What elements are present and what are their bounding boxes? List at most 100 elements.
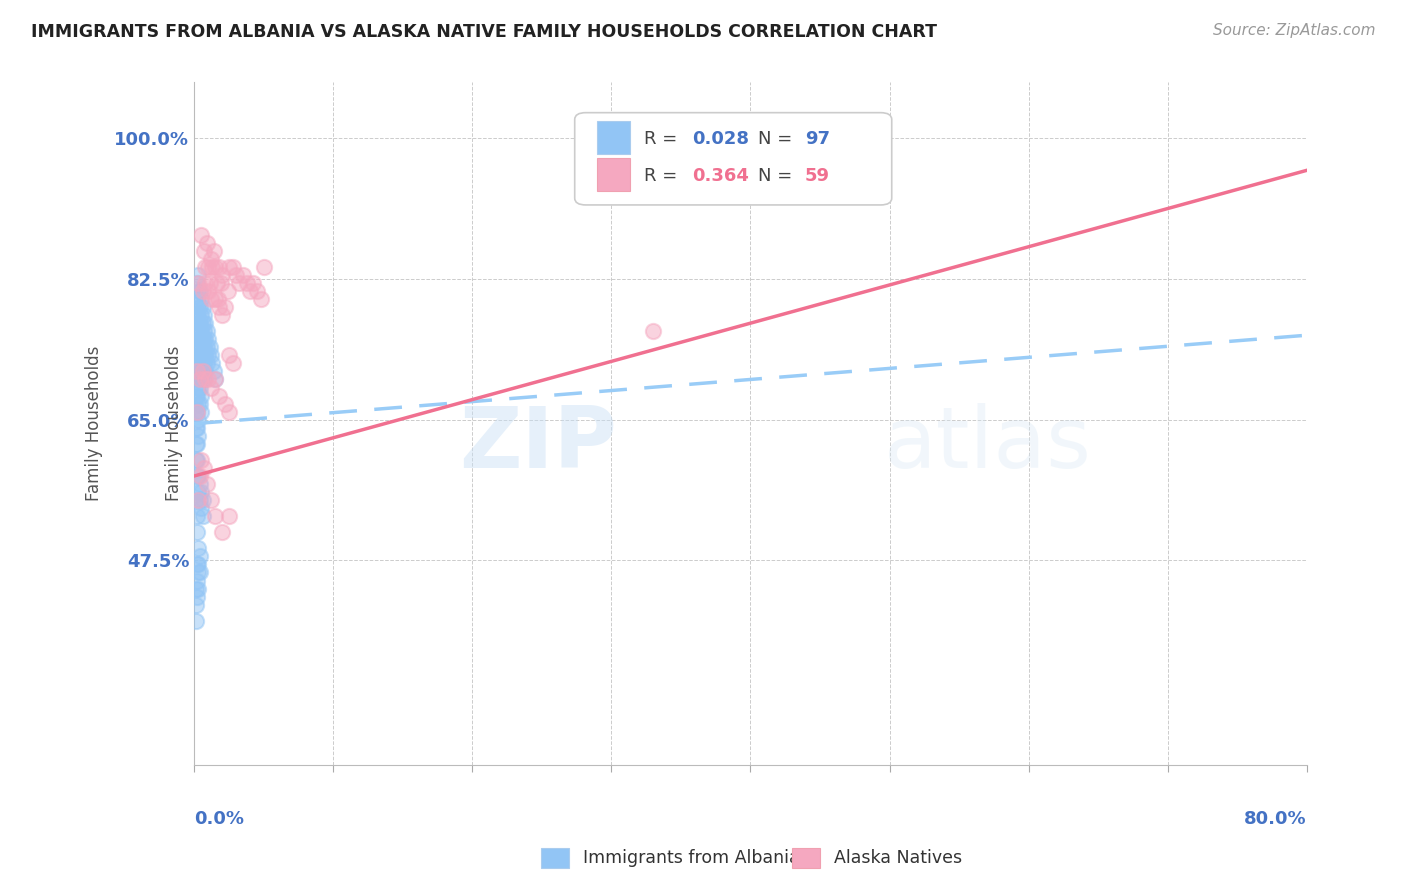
Point [184, 340, 207, 354]
Point [188, 332, 211, 346]
Point [193, 372, 215, 386]
Point [186, 356, 208, 370]
Text: 97: 97 [806, 129, 830, 148]
Point [188, 372, 211, 386]
Point [187, 582, 209, 596]
Point [190, 340, 212, 354]
Point [191, 364, 214, 378]
Point [184, 614, 207, 628]
Text: Immigrants from Albania: Immigrants from Albania [583, 849, 800, 867]
Point [190, 388, 212, 402]
Point [187, 493, 209, 508]
Point [190, 324, 212, 338]
Point [204, 372, 226, 386]
Point [184, 308, 207, 322]
Point [186, 558, 208, 572]
Point [186, 388, 208, 402]
Point [250, 292, 273, 306]
Text: 0.028: 0.028 [693, 129, 749, 148]
Point [200, 380, 222, 394]
Point [218, 509, 240, 524]
Point [186, 421, 208, 435]
Point [195, 235, 218, 250]
Point [225, 268, 247, 282]
Point [184, 404, 207, 418]
Point [190, 453, 212, 467]
Point [184, 324, 207, 338]
Point [188, 300, 211, 314]
Point [186, 276, 208, 290]
Point [186, 469, 208, 483]
Text: ZIP: ZIP [460, 402, 617, 486]
Text: Source: ZipAtlas.com: Source: ZipAtlas.com [1212, 23, 1375, 38]
Point [188, 316, 211, 330]
Point [190, 356, 212, 370]
Point [186, 509, 208, 524]
Point [194, 372, 217, 386]
Point [195, 324, 218, 338]
Point [218, 404, 240, 418]
Bar [598, 120, 630, 153]
Text: IMMIGRANTS FROM ALBANIA VS ALASKA NATIVE FAMILY HOUSEHOLDS CORRELATION CHART: IMMIGRANTS FROM ALBANIA VS ALASKA NATIVE… [31, 23, 936, 41]
Point [190, 501, 212, 516]
Point [208, 388, 231, 402]
Point [186, 372, 208, 386]
Point [190, 485, 212, 500]
Text: 0.0%: 0.0% [194, 810, 245, 828]
Text: atlas: atlas [884, 402, 1092, 486]
Point [222, 260, 245, 274]
Point [197, 260, 219, 274]
Point [191, 493, 214, 508]
Point [198, 340, 221, 354]
Point [193, 356, 215, 370]
Point [186, 525, 208, 540]
Point [188, 493, 211, 508]
Point [197, 348, 219, 362]
Point [188, 549, 211, 564]
Point [239, 284, 262, 298]
Point [197, 332, 219, 346]
Text: 59: 59 [806, 167, 830, 185]
Point [194, 332, 217, 346]
Point [200, 292, 222, 306]
Text: Alaska Natives: Alaska Natives [834, 849, 962, 867]
Point [201, 260, 224, 274]
Point [187, 485, 209, 500]
Point [205, 276, 228, 290]
Point [190, 404, 212, 418]
Text: R =: R = [644, 129, 683, 148]
Point [211, 268, 233, 282]
Point [184, 421, 207, 435]
Point [188, 380, 211, 394]
Point [214, 396, 236, 410]
Text: N =: N = [758, 167, 799, 185]
Point [187, 276, 209, 290]
Point [188, 364, 211, 378]
Point [208, 260, 231, 274]
Point [188, 396, 211, 410]
Point [214, 300, 236, 314]
Point [190, 308, 212, 322]
Point [186, 404, 208, 418]
Point [204, 372, 226, 386]
Point [201, 356, 224, 370]
Point [204, 509, 226, 524]
Point [754, 163, 776, 178]
Point [222, 356, 245, 370]
Y-axis label: Family Households: Family Households [86, 346, 103, 501]
Point [200, 252, 222, 266]
Point [187, 268, 209, 282]
Point [228, 276, 250, 290]
Point [184, 598, 207, 612]
Point [184, 493, 207, 508]
Point [187, 300, 209, 314]
Point [200, 493, 222, 508]
Point [194, 260, 217, 274]
Point [191, 509, 214, 524]
Text: R =: R = [644, 167, 683, 185]
Point [187, 396, 209, 410]
Point [643, 324, 665, 338]
Point [184, 356, 207, 370]
Point [187, 348, 209, 362]
Point [194, 316, 217, 330]
